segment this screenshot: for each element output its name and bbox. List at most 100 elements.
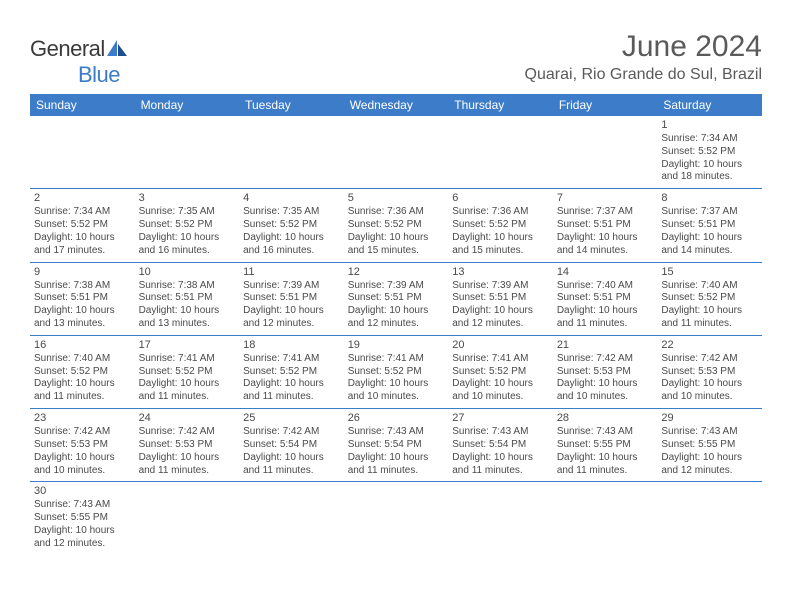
sunset-line: Sunset: 5:52 PM	[139, 219, 236, 232]
page-title: June 2024	[525, 30, 762, 64]
daylight-line: Daylight: 10 hours and 18 minutes.	[661, 159, 758, 185]
day-number: 29	[661, 411, 758, 425]
logo-text: GeneralBlue	[30, 36, 129, 88]
sunrise-line: Sunrise: 7:41 AM	[348, 353, 445, 366]
sunset-line: Sunset: 5:55 PM	[661, 439, 758, 452]
daylight-line: Daylight: 10 hours and 11 minutes.	[661, 305, 758, 331]
calendar-cell: 8Sunrise: 7:37 AMSunset: 5:51 PMDaylight…	[657, 189, 762, 262]
sunset-line: Sunset: 5:52 PM	[243, 219, 340, 232]
sunset-line: Sunset: 5:51 PM	[557, 219, 654, 232]
calendar-row: 9Sunrise: 7:38 AMSunset: 5:51 PMDaylight…	[30, 262, 762, 335]
calendar-cell: 21Sunrise: 7:42 AMSunset: 5:53 PMDayligh…	[553, 335, 658, 408]
header: GeneralBlue June 2024 Quarai, Rio Grande…	[30, 30, 762, 88]
calendar-cell: 17Sunrise: 7:41 AMSunset: 5:52 PMDayligh…	[135, 335, 240, 408]
sunrise-line: Sunrise: 7:43 AM	[34, 499, 131, 512]
sunset-line: Sunset: 5:55 PM	[557, 439, 654, 452]
sunrise-line: Sunrise: 7:39 AM	[243, 280, 340, 293]
calendar-cell-empty	[553, 482, 658, 555]
daylight-line: Daylight: 10 hours and 10 minutes.	[452, 378, 549, 404]
day-number: 5	[348, 191, 445, 205]
sunset-line: Sunset: 5:51 PM	[34, 292, 131, 305]
daylight-line: Daylight: 10 hours and 16 minutes.	[243, 232, 340, 258]
daylight-line: Daylight: 10 hours and 11 minutes.	[557, 305, 654, 331]
sunset-line: Sunset: 5:53 PM	[34, 439, 131, 452]
sunset-line: Sunset: 5:52 PM	[34, 219, 131, 232]
day-number: 22	[661, 338, 758, 352]
calendar-cell: 1Sunrise: 7:34 AMSunset: 5:52 PMDaylight…	[657, 116, 762, 189]
day-number: 20	[452, 338, 549, 352]
weekday-header: Friday	[553, 94, 658, 116]
daylight-line: Daylight: 10 hours and 12 minutes.	[452, 305, 549, 331]
calendar-row: 30Sunrise: 7:43 AMSunset: 5:55 PMDayligh…	[30, 482, 762, 555]
sunrise-line: Sunrise: 7:40 AM	[661, 280, 758, 293]
calendar-cell-empty	[30, 116, 135, 189]
weekday-header: Tuesday	[239, 94, 344, 116]
daylight-line: Daylight: 10 hours and 10 minutes.	[34, 452, 131, 478]
sunset-line: Sunset: 5:53 PM	[557, 366, 654, 379]
day-number: 17	[139, 338, 236, 352]
sunrise-line: Sunrise: 7:41 AM	[139, 353, 236, 366]
sunrise-line: Sunrise: 7:43 AM	[557, 426, 654, 439]
calendar-cell: 26Sunrise: 7:43 AMSunset: 5:54 PMDayligh…	[344, 409, 449, 482]
sunset-line: Sunset: 5:52 PM	[139, 366, 236, 379]
calendar-cell: 27Sunrise: 7:43 AMSunset: 5:54 PMDayligh…	[448, 409, 553, 482]
daylight-line: Daylight: 10 hours and 12 minutes.	[348, 305, 445, 331]
daylight-line: Daylight: 10 hours and 12 minutes.	[34, 525, 131, 551]
sunset-line: Sunset: 5:52 PM	[661, 292, 758, 305]
sunrise-line: Sunrise: 7:42 AM	[139, 426, 236, 439]
sunrise-line: Sunrise: 7:41 AM	[243, 353, 340, 366]
day-number: 27	[452, 411, 549, 425]
day-number: 3	[139, 191, 236, 205]
sunrise-line: Sunrise: 7:36 AM	[452, 206, 549, 219]
logo-text-blue: Blue	[78, 62, 120, 87]
sunset-line: Sunset: 5:51 PM	[557, 292, 654, 305]
day-number: 13	[452, 265, 549, 279]
day-number: 24	[139, 411, 236, 425]
sunrise-line: Sunrise: 7:40 AM	[557, 280, 654, 293]
title-block: June 2024 Quarai, Rio Grande do Sul, Bra…	[525, 30, 762, 84]
sunrise-line: Sunrise: 7:35 AM	[139, 206, 236, 219]
sunset-line: Sunset: 5:52 PM	[243, 366, 340, 379]
calendar-cell: 12Sunrise: 7:39 AMSunset: 5:51 PMDayligh…	[344, 262, 449, 335]
logo: GeneralBlue	[30, 36, 129, 88]
calendar-row: 2Sunrise: 7:34 AMSunset: 5:52 PMDaylight…	[30, 189, 762, 262]
daylight-line: Daylight: 10 hours and 15 minutes.	[452, 232, 549, 258]
day-number: 4	[243, 191, 340, 205]
sunset-line: Sunset: 5:51 PM	[348, 292, 445, 305]
calendar-table: SundayMondayTuesdayWednesdayThursdayFrid…	[30, 94, 762, 555]
calendar-row: 23Sunrise: 7:42 AMSunset: 5:53 PMDayligh…	[30, 409, 762, 482]
calendar-cell: 28Sunrise: 7:43 AMSunset: 5:55 PMDayligh…	[553, 409, 658, 482]
sunset-line: Sunset: 5:52 PM	[34, 366, 131, 379]
calendar-cell: 16Sunrise: 7:40 AMSunset: 5:52 PMDayligh…	[30, 335, 135, 408]
weekday-header-row: SundayMondayTuesdayWednesdayThursdayFrid…	[30, 94, 762, 116]
daylight-line: Daylight: 10 hours and 13 minutes.	[34, 305, 131, 331]
daylight-line: Daylight: 10 hours and 10 minutes.	[661, 378, 758, 404]
calendar-cell: 14Sunrise: 7:40 AMSunset: 5:51 PMDayligh…	[553, 262, 658, 335]
sunrise-line: Sunrise: 7:43 AM	[452, 426, 549, 439]
daylight-line: Daylight: 10 hours and 17 minutes.	[34, 232, 131, 258]
sunset-line: Sunset: 5:51 PM	[139, 292, 236, 305]
calendar-cell: 2Sunrise: 7:34 AMSunset: 5:52 PMDaylight…	[30, 189, 135, 262]
day-number: 7	[557, 191, 654, 205]
sunrise-line: Sunrise: 7:42 AM	[243, 426, 340, 439]
daylight-line: Daylight: 10 hours and 10 minutes.	[348, 378, 445, 404]
day-number: 19	[348, 338, 445, 352]
sunrise-line: Sunrise: 7:38 AM	[139, 280, 236, 293]
sunrise-line: Sunrise: 7:34 AM	[34, 206, 131, 219]
daylight-line: Daylight: 10 hours and 11 minutes.	[34, 378, 131, 404]
calendar-cell: 15Sunrise: 7:40 AMSunset: 5:52 PMDayligh…	[657, 262, 762, 335]
logo-text-general: General	[30, 36, 105, 61]
calendar-cell: 11Sunrise: 7:39 AMSunset: 5:51 PMDayligh…	[239, 262, 344, 335]
weekday-header: Saturday	[657, 94, 762, 116]
daylight-line: Daylight: 10 hours and 11 minutes.	[452, 452, 549, 478]
calendar-cell-empty	[135, 482, 240, 555]
sunrise-line: Sunrise: 7:42 AM	[661, 353, 758, 366]
calendar-row: 1Sunrise: 7:34 AMSunset: 5:52 PMDaylight…	[30, 116, 762, 189]
day-number: 8	[661, 191, 758, 205]
weekday-header: Monday	[135, 94, 240, 116]
day-number: 16	[34, 338, 131, 352]
sunset-line: Sunset: 5:52 PM	[452, 219, 549, 232]
sunrise-line: Sunrise: 7:43 AM	[348, 426, 445, 439]
sunrise-line: Sunrise: 7:35 AM	[243, 206, 340, 219]
daylight-line: Daylight: 10 hours and 11 minutes.	[139, 378, 236, 404]
